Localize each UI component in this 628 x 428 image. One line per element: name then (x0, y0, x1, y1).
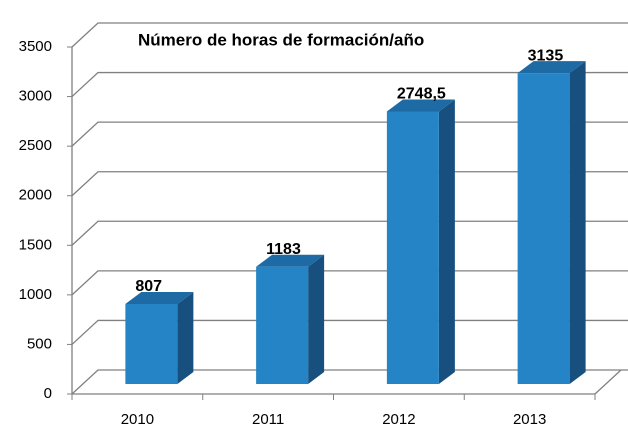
bar (256, 266, 309, 384)
grid-line (71, 71, 628, 98)
bar-side (569, 61, 586, 385)
y-tick-label: 2500 (19, 137, 52, 154)
bar-top (517, 61, 586, 74)
x-tick-label: 2010 (121, 411, 154, 428)
data-label: 1183 (266, 241, 301, 258)
y-tick-label: 1500 (19, 236, 52, 253)
bar (386, 111, 439, 384)
grid-line (71, 22, 628, 48)
data-label: 3135 (528, 47, 564, 64)
y-tick-label: 1000 (19, 286, 52, 303)
bar-top (386, 99, 455, 112)
y-tick-label: 3000 (19, 88, 52, 105)
x-tick-label: 2011 (252, 411, 284, 428)
bar-top (125, 291, 194, 304)
bar (517, 73, 570, 385)
x-tick-label: 2012 (382, 411, 415, 428)
x-tick-label: 2013 (513, 411, 546, 428)
bar-top (256, 254, 325, 267)
bar-side (308, 254, 325, 384)
data-label: 2748,5 (397, 86, 446, 103)
y-tick-label: 0 (44, 385, 52, 402)
bar (125, 303, 178, 384)
bar-side (438, 99, 455, 384)
data-label: 807 (135, 278, 162, 295)
bar-side (177, 291, 194, 384)
chart-title: Número de horas de formación/año (138, 30, 424, 49)
y-tick-label: 500 (27, 335, 52, 352)
y-tick-label: 2000 (19, 187, 52, 204)
y-tick-label: 3500 (19, 38, 52, 55)
